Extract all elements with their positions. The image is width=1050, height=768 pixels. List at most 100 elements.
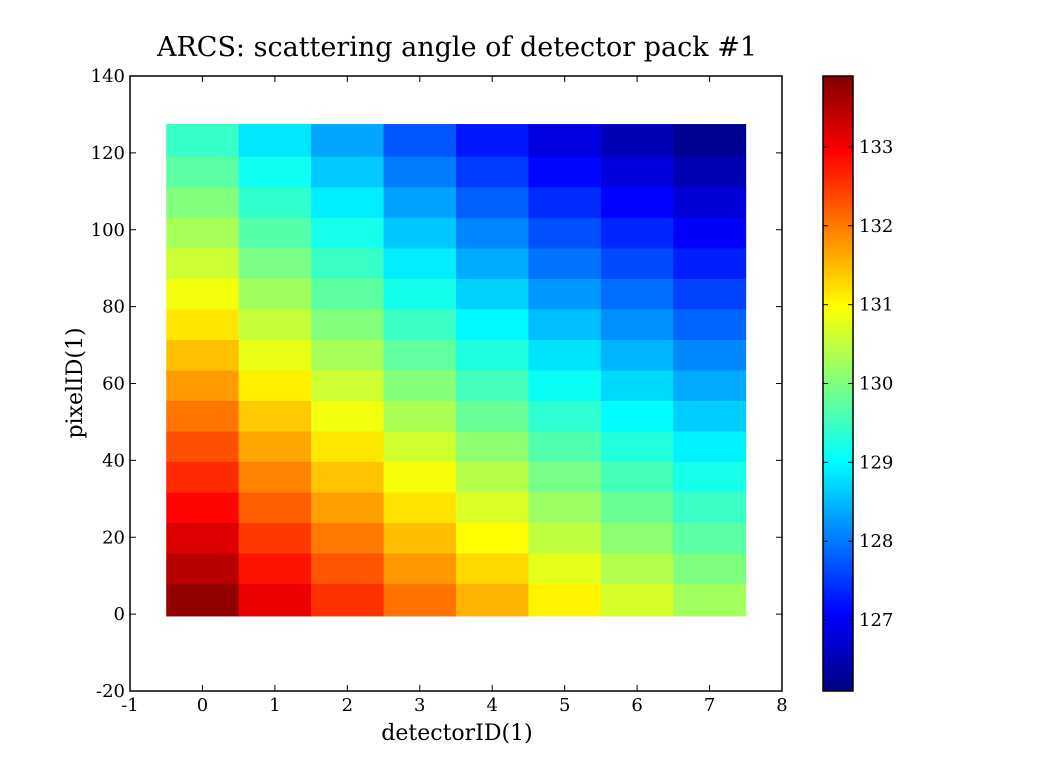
y-tick-label: 100 xyxy=(91,220,125,241)
heatmap-cell xyxy=(166,248,240,279)
heatmap-cell xyxy=(383,124,457,157)
heatmap-cell xyxy=(383,309,457,340)
heatmap-cell xyxy=(456,553,529,585)
heatmap-cell xyxy=(528,492,602,523)
heatmap-cell xyxy=(238,461,312,493)
heatmap-cell xyxy=(238,186,312,218)
heatmap-cell xyxy=(238,124,312,157)
heatmap-cell xyxy=(311,400,384,432)
x-tick-label: 4 xyxy=(486,695,497,716)
heatmap-cell xyxy=(673,370,747,401)
heatmap-cell xyxy=(166,278,240,310)
heatmap-cell xyxy=(456,522,529,554)
heatmap-cell xyxy=(528,309,602,340)
heatmap-cell xyxy=(383,339,457,371)
y-tick-label: 20 xyxy=(102,527,125,548)
heatmap-cell xyxy=(383,248,457,279)
colorbar-tick-label: 131 xyxy=(859,295,893,316)
heatmap-cell xyxy=(600,186,674,218)
heatmap-cell xyxy=(600,278,674,310)
heatmap-cell xyxy=(311,583,384,617)
y-tick-label: -20 xyxy=(96,681,125,702)
colorbar-tick-label: 128 xyxy=(859,531,893,552)
heatmap-cell xyxy=(456,400,529,432)
x-axis-label: detectorID(1) xyxy=(381,721,532,746)
heatmap-cell xyxy=(600,553,674,585)
heatmap-cell xyxy=(456,309,529,340)
x-tick-label: 2 xyxy=(342,695,353,716)
heatmap-cell xyxy=(383,186,457,218)
heatmap-cell xyxy=(456,278,529,310)
heatmap-cell xyxy=(311,492,384,523)
y-tick-label: 0 xyxy=(114,604,125,625)
heatmap-cell xyxy=(456,461,529,493)
heatmap-cell xyxy=(238,492,312,523)
heatmap-cell xyxy=(238,339,312,371)
heatmap-cell xyxy=(673,156,747,188)
heatmap-cell xyxy=(600,339,674,371)
heatmap-cell xyxy=(383,156,457,188)
colorbar-tick-label: 133 xyxy=(859,137,893,158)
heatmap-cell xyxy=(383,461,457,493)
heatmap-cell xyxy=(238,553,312,585)
heatmap-cell xyxy=(383,553,457,585)
heatmap-cell xyxy=(600,492,674,523)
heatmap-cell xyxy=(673,400,747,432)
heatmap-cell xyxy=(673,522,747,554)
heatmap-cell xyxy=(166,124,240,157)
heatmap-cell xyxy=(311,156,384,188)
x-tick-label: 7 xyxy=(704,695,715,716)
colorbar-ticks: 127 128 129 130 131 132 133 xyxy=(823,137,893,631)
heatmap-cell xyxy=(528,156,602,188)
heatmap-cell xyxy=(528,248,602,279)
heatmap-cell xyxy=(600,248,674,279)
heatmap-cell xyxy=(383,431,457,462)
heatmap-cell xyxy=(673,583,747,617)
x-axis-ticks: -1 0 1 2 3 4 5 6 7 8 xyxy=(121,76,788,716)
heatmap-cell xyxy=(673,186,747,218)
heatmap-cell xyxy=(528,431,602,462)
heatmap-cells xyxy=(166,124,747,617)
y-axis-ticks: -20 0 20 40 60 80 100 120 140 xyxy=(91,66,782,702)
heatmap-cell xyxy=(311,309,384,340)
colorbar-tick-label: 127 xyxy=(859,610,893,631)
heatmap-cell xyxy=(238,156,312,188)
heatmap-cell xyxy=(311,370,384,401)
heatmap-cell xyxy=(673,461,747,493)
heatmap-cell xyxy=(673,553,747,585)
heatmap-cell xyxy=(528,461,602,493)
heatmap-cell xyxy=(238,309,312,340)
heatmap-cell xyxy=(311,522,384,554)
heatmap-cell xyxy=(166,522,240,554)
heatmap-cell xyxy=(600,461,674,493)
heatmap-cell xyxy=(166,583,240,617)
heatmap-cell xyxy=(383,583,457,617)
heatmap-cell xyxy=(528,553,602,585)
heatmap-cell xyxy=(528,400,602,432)
heatmap-cell xyxy=(311,124,384,157)
heatmap-cell xyxy=(673,339,747,371)
heatmap-cell xyxy=(456,583,529,617)
heatmap-cell xyxy=(456,217,529,249)
heatmap-cell xyxy=(311,186,384,218)
heatmap-cell xyxy=(238,431,312,462)
heatmap-cell xyxy=(600,156,674,188)
x-tick-label: 1 xyxy=(269,695,280,716)
heatmap-cell xyxy=(383,492,457,523)
heatmap-cell xyxy=(673,248,747,279)
y-tick-label: 140 xyxy=(91,66,125,87)
heatmap-cell xyxy=(673,124,747,157)
heatmap-cell xyxy=(673,309,747,340)
heatmap-cell xyxy=(238,400,312,432)
heatmap-cell xyxy=(456,156,529,188)
heatmap-cell xyxy=(673,431,747,462)
heatmap-cell xyxy=(600,370,674,401)
heatmap-cell xyxy=(456,124,529,157)
heatmap-cell xyxy=(456,370,529,401)
heatmap-cell xyxy=(528,217,602,249)
colorbar-tick-label: 129 xyxy=(859,452,893,473)
heatmap-cell xyxy=(166,553,240,585)
heatmap-cell xyxy=(673,217,747,249)
heatmap-cell xyxy=(238,278,312,310)
y-tick-label: 60 xyxy=(102,374,125,395)
